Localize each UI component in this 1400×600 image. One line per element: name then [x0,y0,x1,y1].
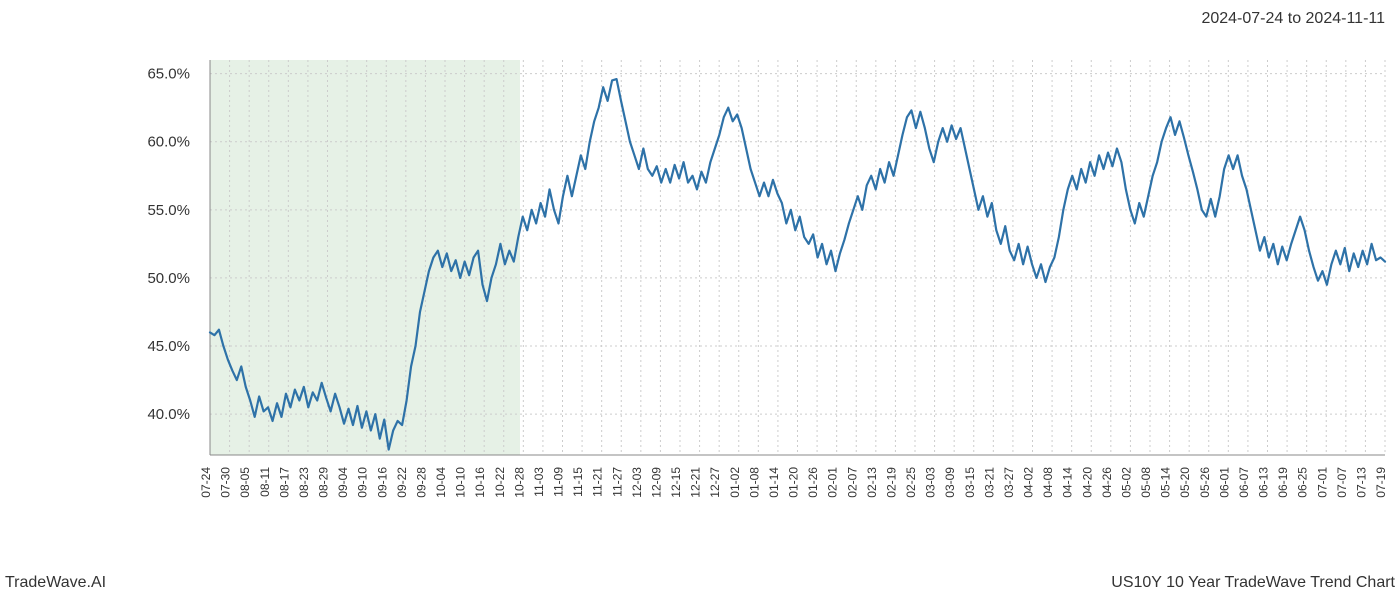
x-tick-label: 07-07 [1335,467,1349,498]
x-tick-label: 12-09 [649,467,663,498]
x-tick-label: 01-08 [747,467,761,498]
x-tick-label: 08-29 [317,467,331,498]
x-tick-label: 08-23 [297,467,311,498]
x-tick-label: 10-10 [454,467,468,498]
x-tick-label: 01-26 [806,467,820,498]
x-tick-label: 09-22 [395,467,409,498]
y-tick-label: 45.0% [147,338,190,355]
x-tick-label: 06-07 [1237,467,1251,498]
x-tick-label: 06-01 [1217,467,1231,498]
x-tick-label: 05-26 [1198,467,1212,498]
x-tick-label: 07-19 [1374,467,1388,498]
x-tick-label: 03-09 [943,467,957,498]
x-tick-label: 06-13 [1257,467,1271,498]
y-tick-label: 40.0% [147,406,190,423]
x-tick-label: 05-14 [1159,467,1173,498]
x-tick-label: 08-17 [277,467,291,498]
x-tick-label: 02-07 [845,467,859,498]
x-tick-label: 09-16 [375,467,389,498]
x-tick-label: 02-01 [826,467,840,498]
x-tick-label: 09-10 [356,467,370,498]
x-tick-label: 10-22 [493,467,507,498]
x-tick-label: 03-27 [1002,467,1016,498]
x-tick-label: 03-21 [982,467,996,498]
x-tick-label: 11-09 [552,467,566,497]
x-tick-label: 10-04 [434,467,448,498]
x-tick-label: 03-15 [963,467,977,498]
x-tick-label: 09-04 [336,467,350,498]
x-tick-label: 05-02 [1119,467,1133,498]
y-tick-label: 60.0% [147,134,190,151]
x-tick-label: 01-20 [787,467,801,498]
x-tick-label: 10-16 [473,467,487,498]
y-tick-label: 50.0% [147,270,190,287]
x-tick-label: 01-14 [767,467,781,498]
x-tick-label: 07-13 [1354,467,1368,498]
x-tick-label: 02-25 [904,467,918,498]
x-tick-label: 07-24 [199,467,213,498]
x-tick-label: 12-21 [689,467,703,498]
x-tick-label: 06-25 [1296,467,1310,498]
x-tick-label: 06-19 [1276,467,1290,498]
x-tick-label: 04-08 [1041,467,1055,498]
x-tick-label: 09-28 [414,467,428,498]
date-range-label: 2024-07-24 to 2024-11-11 [1201,10,1385,28]
x-tick-label: 04-14 [1061,467,1075,498]
x-tick-label: 02-19 [884,467,898,498]
x-tick-label: 07-30 [219,467,233,498]
x-tick-label: 08-05 [238,467,252,498]
x-tick-label: 04-20 [1080,467,1094,498]
chart-svg: 40.0% 45.0% 50.0% 55.0% 60.0% 65.0% 07-24 07-30… [0,45,1400,525]
x-tick-label: 11-03 [532,467,546,497]
x-tick-label: 11-21 [591,467,605,497]
x-tick-label: 12-03 [630,467,644,498]
x-tick-label: 12-27 [708,467,722,498]
trend-chart: 40.0% 45.0% 50.0% 55.0% 60.0% 65.0% 07-24 07-30… [0,45,1400,525]
x-tick-label: 04-26 [1100,467,1114,498]
x-tick-label: 04-02 [1022,467,1036,498]
x-tick-label: 08-11 [258,467,272,497]
x-tick-label: 02-13 [865,467,879,498]
x-tick-label: 01-02 [728,467,742,498]
x-tick-label: 05-20 [1178,467,1192,498]
brand-label: TradeWave.AI [5,574,106,592]
chart-title: US10Y 10 Year TradeWave Trend Chart [1111,574,1395,592]
x-tick-label: 05-08 [1139,467,1153,498]
x-tick-label: 11-27 [610,467,624,497]
x-tick-label: 07-01 [1315,467,1329,498]
x-tick-label: 12-15 [669,467,683,498]
x-tick-label: 03-03 [924,467,938,498]
x-tick-label: 11-15 [571,467,585,497]
y-tick-label: 55.0% [147,202,190,219]
y-tick-label: 65.0% [147,66,190,83]
x-tick-label: 10-28 [512,467,526,498]
